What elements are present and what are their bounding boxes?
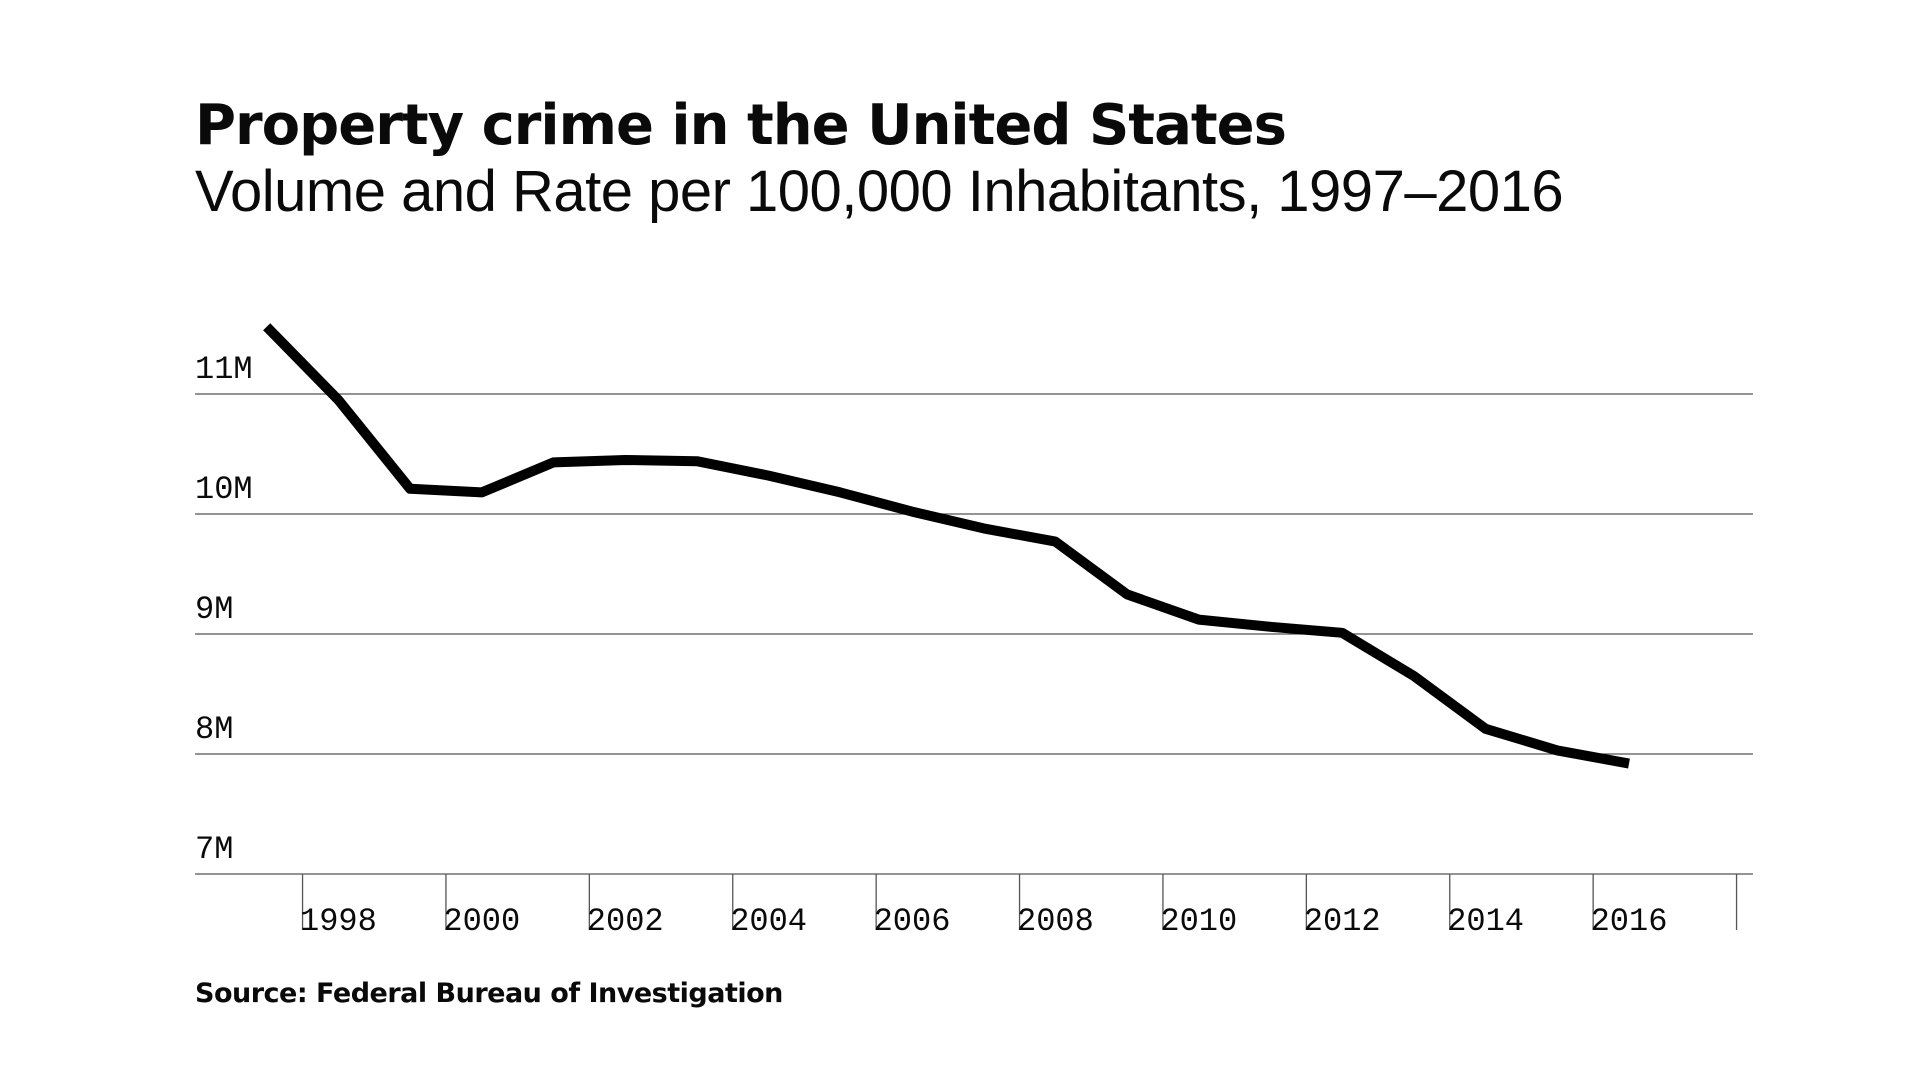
y-tick-label: 9M bbox=[195, 591, 233, 628]
x-tick-label: 1998 bbox=[300, 903, 377, 940]
series-line bbox=[263, 323, 1630, 769]
x-tick-label: 2000 bbox=[443, 903, 520, 940]
y-tick-label: 8M bbox=[195, 711, 233, 748]
x-tick-label: 2010 bbox=[1160, 903, 1237, 940]
x-tick-label: 2008 bbox=[1017, 903, 1094, 940]
y-tick-label: 7M bbox=[195, 831, 233, 868]
x-tick-label: 2012 bbox=[1304, 903, 1381, 940]
x-tick-label: 2016 bbox=[1591, 903, 1668, 940]
chart-title: Property crime in the United States bbox=[195, 93, 1287, 158]
x-tick-label: 2014 bbox=[1447, 903, 1524, 940]
gridlines bbox=[195, 393, 1753, 875]
series-lines bbox=[263, 323, 1630, 769]
source-note: Source: Federal Bureau of Investigation bbox=[195, 978, 783, 1009]
x-axis: 1998 2000 2002 2004 2006 2008 2010 2012 2014 2016 bbox=[300, 874, 1738, 940]
chart-subtitle: Volume and Rate per 100,000 Inhabitants,… bbox=[195, 159, 1564, 224]
line-chart: 11M 10M 9M 8M 7M 1998 2000 2002 2004 2006 2008 201… bbox=[195, 323, 1753, 940]
y-tick-label: 10M bbox=[195, 471, 253, 508]
x-tick-label: 2006 bbox=[874, 903, 951, 940]
x-tick-label: 2002 bbox=[587, 903, 664, 940]
y-axis-labels: 11M 10M 9M 8M 7M bbox=[195, 351, 253, 868]
y-tick-label: 11M bbox=[195, 351, 253, 388]
x-tick-label: 2004 bbox=[730, 903, 807, 940]
